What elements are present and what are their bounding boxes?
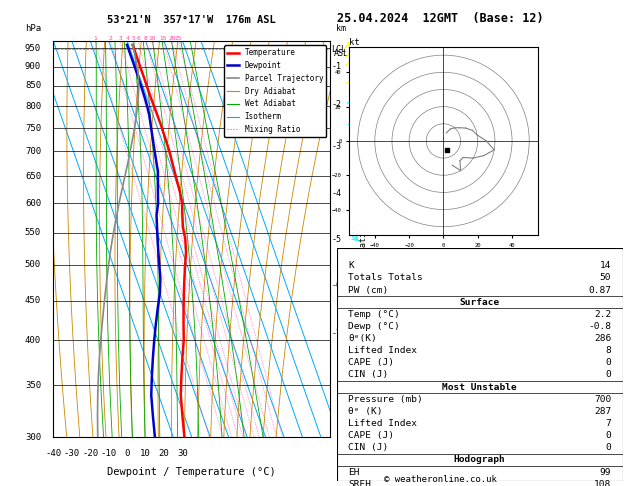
Text: 8: 8 [144,36,148,41]
Text: -6: -6 [331,281,342,290]
Text: 53°21'N  357°17'W  176m ASL: 53°21'N 357°17'W 176m ASL [108,16,276,25]
Text: Hodograph: Hodograph [454,455,506,465]
Text: 25.04.2024  12GMT  (Base: 12): 25.04.2024 12GMT (Base: 12) [337,12,543,25]
Text: © weatheronline.co.uk: © weatheronline.co.uk [384,474,497,484]
Text: Surface: Surface [460,298,499,307]
Text: Mixing Ratio (g/kg): Mixing Ratio (g/kg) [359,192,368,287]
Text: -3: -3 [331,142,342,151]
Text: 99: 99 [600,468,611,477]
Text: 0: 0 [606,370,611,380]
Text: CAPE (J): CAPE (J) [348,358,394,367]
Text: 600: 600 [25,199,41,208]
Text: 25: 25 [175,36,182,41]
Text: ASL: ASL [334,49,349,58]
Text: Totals Totals: Totals Totals [348,274,423,282]
Text: 4: 4 [126,36,130,41]
Legend: Temperature, Dewpoint, Parcel Trajectory, Dry Adiabat, Wet Adiabat, Isotherm, Mi: Temperature, Dewpoint, Parcel Trajectory… [224,45,326,137]
Text: 550: 550 [25,228,41,237]
Text: 30: 30 [177,449,188,458]
Text: 1: 1 [93,36,97,41]
Text: -10: -10 [101,449,117,458]
Text: 450: 450 [25,296,41,305]
Text: 5: 5 [131,36,135,41]
Text: 50: 50 [600,274,611,282]
Text: 650: 650 [25,172,41,181]
Text: SREH: SREH [348,480,371,486]
Text: -5: -5 [331,235,342,243]
Text: K: K [348,261,353,270]
Text: 300: 300 [25,433,41,442]
Text: 8: 8 [606,346,611,355]
Text: CIN (J): CIN (J) [348,443,388,452]
Text: 10: 10 [140,449,151,458]
Text: -7: -7 [331,329,342,338]
Text: θᵉ(K): θᵉ(K) [348,334,377,343]
Text: 900: 900 [25,62,41,71]
Text: -40: -40 [45,449,62,458]
Text: -30: -30 [64,449,80,458]
Text: km: km [337,24,347,34]
Text: LCL: LCL [331,45,347,53]
Text: EH: EH [348,468,359,477]
Text: kt: kt [349,37,360,47]
Text: -0.8: -0.8 [588,322,611,331]
Text: 15: 15 [160,36,167,41]
Text: -20: -20 [82,449,98,458]
Text: 850: 850 [25,81,41,90]
Text: CIN (J): CIN (J) [348,370,388,380]
Text: 800: 800 [25,102,41,111]
Text: hPa: hPa [25,24,41,34]
Text: 2.2: 2.2 [594,310,611,319]
Text: θᵉ (K): θᵉ (K) [348,407,382,416]
Text: Most Unstable: Most Unstable [442,382,517,392]
Text: 10: 10 [148,36,156,41]
Text: 750: 750 [25,123,41,133]
Text: 7: 7 [606,419,611,428]
Text: 700: 700 [594,395,611,404]
Text: 20: 20 [159,449,170,458]
Text: -2: -2 [331,100,342,109]
Text: CAPE (J): CAPE (J) [348,431,394,440]
Text: 14: 14 [600,261,611,270]
Text: 350: 350 [25,381,41,390]
Text: Pressure (mb): Pressure (mb) [348,395,423,404]
Text: Temp (°C): Temp (°C) [348,310,399,319]
Text: 2: 2 [109,36,113,41]
Text: -4: -4 [331,189,342,198]
Text: Lifted Index: Lifted Index [348,419,417,428]
Text: 6: 6 [136,36,140,41]
Text: Lifted Index: Lifted Index [348,346,417,355]
Text: 20: 20 [168,36,175,41]
Text: 950: 950 [25,44,41,53]
Text: 500: 500 [25,260,41,269]
Text: Dewpoint / Temperature (°C): Dewpoint / Temperature (°C) [108,467,276,477]
Text: 286: 286 [594,334,611,343]
Text: 700: 700 [25,147,41,156]
Text: PW (cm): PW (cm) [348,286,388,295]
Text: 3: 3 [119,36,122,41]
Text: 0: 0 [606,358,611,367]
Text: 0: 0 [606,431,611,440]
Text: -1: -1 [331,62,342,71]
Text: 0.87: 0.87 [588,286,611,295]
Text: 400: 400 [25,336,41,345]
Text: 0: 0 [125,449,130,458]
Text: Dewp (°C): Dewp (°C) [348,322,399,331]
Text: 287: 287 [594,407,611,416]
Text: 108: 108 [594,480,611,486]
Text: 0: 0 [606,443,611,452]
